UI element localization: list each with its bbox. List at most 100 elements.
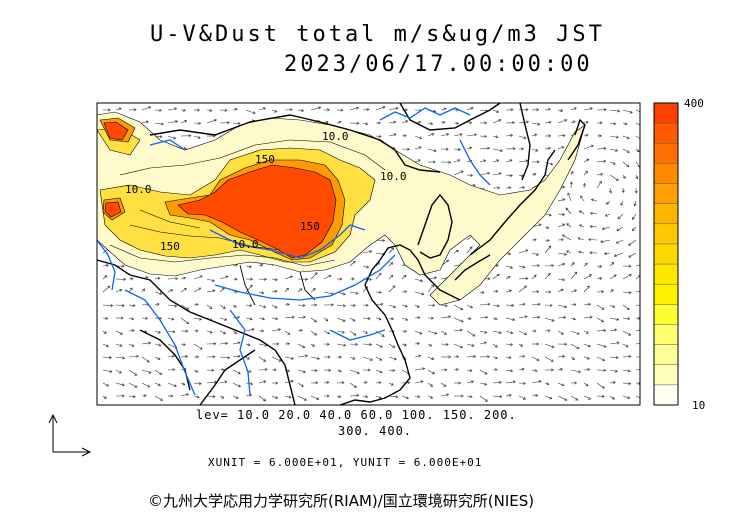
wind-vector-head bbox=[536, 264, 540, 268]
wind-vector-head bbox=[446, 133, 450, 137]
wind-vector bbox=[479, 382, 487, 385]
wind-vector-head bbox=[547, 107, 551, 111]
wind-vector-head bbox=[631, 228, 635, 232]
dust-concentration-shading bbox=[97, 111, 586, 306]
wind-vector-head bbox=[573, 107, 577, 111]
wind-vector-head bbox=[550, 162, 554, 166]
wind-vector-head bbox=[601, 385, 605, 389]
wind-vector-head bbox=[403, 329, 407, 333]
wind-vector-head bbox=[369, 277, 372, 281]
wind-vector bbox=[531, 356, 540, 361]
wind-vector bbox=[600, 239, 611, 243]
wind-vector-head bbox=[378, 134, 382, 138]
wind-vector bbox=[232, 108, 238, 111]
wind-vector-head bbox=[209, 330, 213, 334]
wind-vector bbox=[141, 369, 152, 374]
wind-vector-head bbox=[237, 341, 241, 345]
wind-vector bbox=[297, 304, 306, 306]
wind-vector-head bbox=[121, 303, 125, 308]
map-frame-border bbox=[96, 102, 641, 406]
wind-vector bbox=[557, 213, 565, 215]
wind-vector-head bbox=[431, 284, 434, 288]
wind-vector-head bbox=[617, 109, 621, 113]
wind-vector bbox=[414, 291, 424, 295]
wind-vector bbox=[583, 330, 589, 334]
wind-vector bbox=[271, 329, 281, 332]
wind-vector-head bbox=[498, 380, 502, 384]
wind-vector bbox=[271, 304, 278, 309]
wind-vector-head bbox=[484, 382, 488, 386]
wind-vector-head bbox=[314, 368, 318, 372]
wind-vector-head bbox=[628, 254, 632, 258]
wind-vector bbox=[492, 109, 499, 113]
wind-vector bbox=[479, 147, 490, 150]
wind-vector bbox=[635, 174, 638, 179]
wind-vector-head bbox=[536, 358, 540, 361]
wind-vector bbox=[115, 343, 123, 347]
wind-vector-head bbox=[522, 302, 526, 306]
wind-vector-head bbox=[403, 274, 407, 278]
wind-vector bbox=[635, 264, 640, 267]
wind-vector-head bbox=[311, 343, 315, 347]
wind-vector bbox=[284, 303, 290, 306]
wind-vector bbox=[632, 213, 637, 220]
wind-vector bbox=[566, 223, 572, 228]
wind-vector-head bbox=[148, 341, 152, 345]
wind-vector-head bbox=[263, 305, 267, 309]
wind-vector-head bbox=[249, 284, 253, 288]
wind-vector bbox=[492, 159, 499, 163]
wind-vector-head bbox=[586, 356, 590, 360]
river-3 bbox=[124, 289, 196, 396]
wind-vector-head bbox=[509, 159, 513, 163]
colorbar-segment bbox=[654, 103, 678, 124]
wind-vector bbox=[245, 265, 252, 268]
wind-vector-head bbox=[615, 240, 619, 244]
wind-vector bbox=[453, 343, 463, 348]
wind-vector bbox=[232, 264, 238, 267]
wind-vector bbox=[154, 395, 163, 401]
wind-vector-head bbox=[459, 328, 463, 332]
wind-vector-head bbox=[382, 238, 386, 242]
wind-vector bbox=[531, 173, 536, 176]
wind-vector-head bbox=[460, 170, 464, 174]
wind-vector-head bbox=[496, 273, 500, 277]
wind-vector bbox=[635, 304, 640, 307]
wind-vector-head bbox=[628, 242, 632, 246]
wind-vector bbox=[622, 109, 633, 113]
wind-vector-head bbox=[496, 304, 500, 308]
wind-vector-head bbox=[147, 384, 151, 388]
wind-vector bbox=[578, 237, 585, 241]
wind-vector-head bbox=[601, 227, 605, 231]
wind-vector bbox=[128, 382, 138, 388]
wind-vector-head bbox=[237, 354, 241, 358]
wind-vector-head bbox=[564, 398, 568, 401]
colorbar-segment bbox=[654, 264, 678, 285]
wind-vector bbox=[193, 287, 201, 293]
wind-vector-head bbox=[106, 383, 110, 387]
wind-vector-head bbox=[233, 304, 237, 308]
wind-vector bbox=[492, 290, 498, 293]
wind-vector-head bbox=[456, 355, 460, 359]
border-interior bbox=[239, 264, 316, 306]
wind-vector-head bbox=[227, 356, 231, 360]
wind-vector bbox=[336, 343, 346, 346]
wind-vector bbox=[583, 145, 594, 150]
wind-vector-head bbox=[535, 394, 539, 398]
wind-vector-head bbox=[547, 272, 551, 276]
wind-vector bbox=[609, 317, 619, 320]
wind-vector-head bbox=[569, 181, 573, 185]
wind-vector-head bbox=[457, 159, 461, 163]
wind-vector bbox=[297, 329, 303, 332]
wind-vector-head bbox=[129, 287, 133, 291]
wind-vector bbox=[570, 271, 578, 280]
wind-vector bbox=[492, 343, 498, 348]
wind-vector-head bbox=[460, 319, 464, 323]
wind-vector-head bbox=[487, 171, 491, 175]
wind-vector-head bbox=[473, 133, 477, 137]
wind-vector bbox=[349, 304, 356, 306]
wind-vector-head bbox=[469, 395, 473, 399]
wind-vector-head bbox=[131, 344, 135, 347]
wind-vector bbox=[579, 210, 585, 215]
wind-vector-head bbox=[148, 370, 152, 374]
wind-vector-head bbox=[599, 276, 603, 281]
